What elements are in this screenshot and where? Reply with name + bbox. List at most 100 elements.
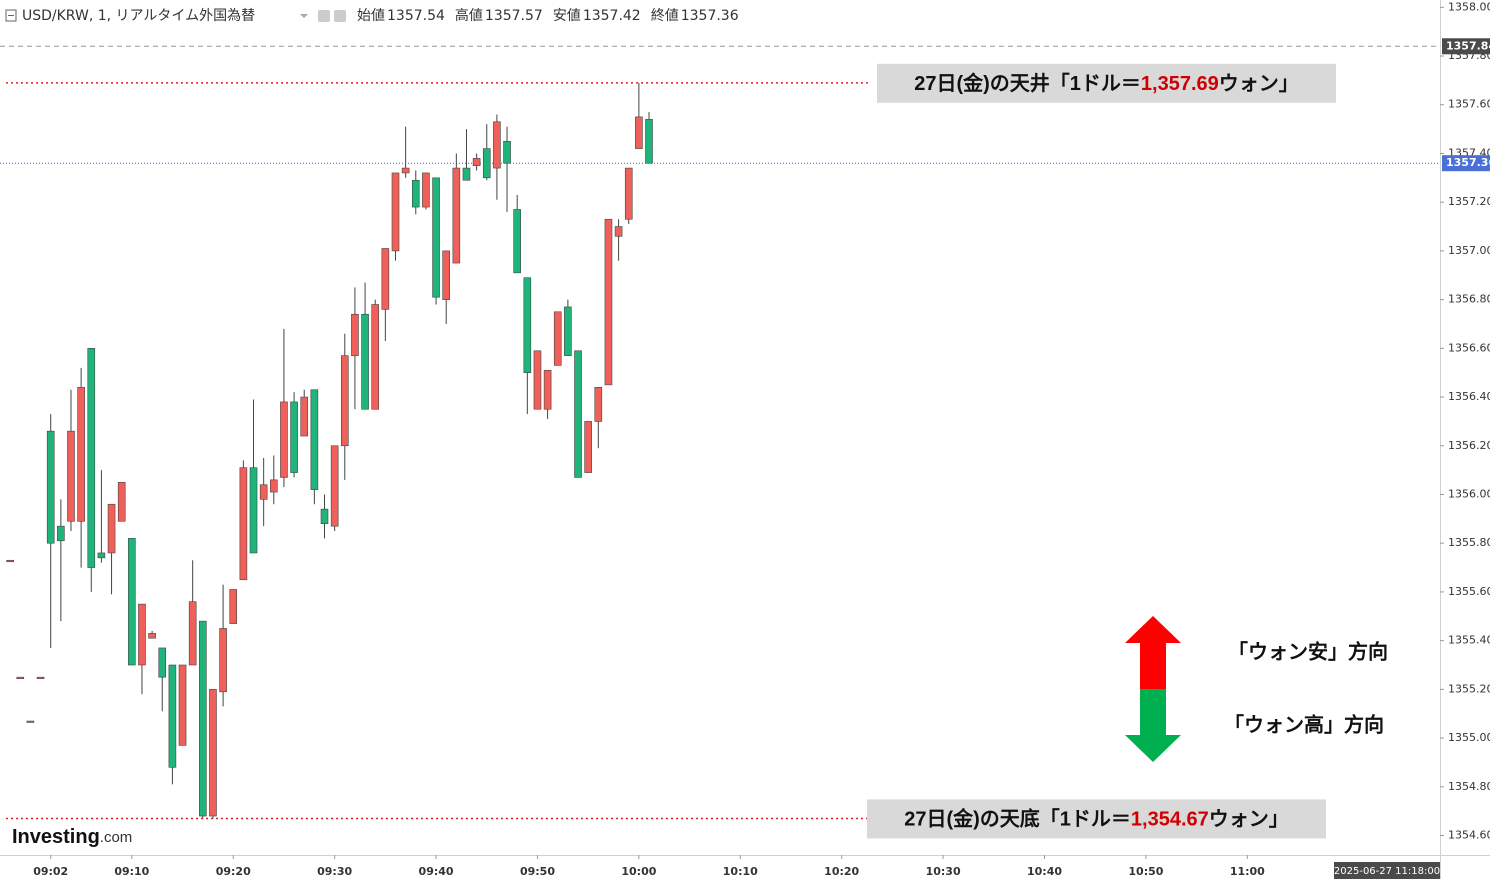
y-tick-label: 1355.60 (1448, 585, 1490, 598)
candle-body (371, 304, 380, 410)
candle-body (57, 525, 65, 542)
candle-body (259, 484, 268, 500)
candle-body (381, 248, 390, 310)
candle-body (401, 167, 410, 174)
candle-body (503, 140, 511, 164)
candle-body (270, 479, 278, 493)
candle-body (574, 350, 582, 478)
candle-body (300, 396, 309, 437)
annotation-value: 1,357.69 (1141, 73, 1219, 95)
y-tick-label: 1357.00 (1448, 244, 1490, 257)
candle-body (6, 559, 14, 563)
annotation-text: 27日(金)の天井「1ドル＝1,357.69ウォン」 (914, 71, 1299, 95)
arrow-label: 「ウォン高」方向 (1224, 712, 1384, 736)
candle-body (462, 167, 471, 181)
candle-body (624, 167, 633, 220)
candle-body (16, 676, 25, 679)
candle-body (249, 467, 258, 554)
candle-body (188, 601, 197, 666)
x-tick-label: 11:00 (1230, 865, 1265, 878)
candle-body (330, 445, 339, 527)
candle-body (219, 628, 227, 693)
settings-icon[interactable] (334, 10, 346, 22)
candle-body (422, 172, 430, 208)
candle-body (340, 355, 349, 447)
y-tick-label: 1355.20 (1448, 682, 1490, 695)
symbol: USD/KRW, 1, リアルタイム外国為替 (22, 8, 255, 24)
candle-body (310, 389, 319, 490)
y-tick-label: 1357.60 (1448, 98, 1490, 111)
x-tick-label: 09:02 (33, 865, 68, 878)
annotation-prefix: 27日(金)の天井「1ドル＝ (914, 71, 1141, 95)
down-arrow (1125, 689, 1181, 762)
ohlc-value: 1357.36 (681, 8, 739, 24)
candle-body (178, 664, 187, 746)
crosshair-label-box (1442, 38, 1490, 55)
y-tick-label: 1354.60 (1448, 829, 1490, 842)
candle-body (442, 250, 450, 300)
y-tick-label: 1355.40 (1448, 634, 1490, 647)
up-arrow (1125, 616, 1181, 689)
candle-body (148, 633, 156, 639)
candle-body (523, 277, 532, 373)
y-tick-label: 1355.00 (1448, 731, 1490, 744)
ohlc-label: 終値 (651, 8, 679, 24)
candle-body (584, 421, 592, 473)
x-tick-label: 09:20 (216, 865, 251, 878)
logo-text: Investing.com (12, 826, 132, 848)
candle-body (290, 401, 298, 473)
candle-body (36, 676, 45, 679)
y-tick-label: 1354.80 (1448, 780, 1490, 793)
y-tick-label: 1356.20 (1448, 439, 1490, 452)
annotation-suffix: ウォン」 (1209, 808, 1289, 831)
time-label-box (1334, 862, 1440, 879)
collapse-icon[interactable] (5, 9, 17, 22)
candle-body (229, 589, 238, 624)
annotation-box (877, 63, 1336, 103)
x-tick-label: 10:30 (926, 865, 961, 878)
candle-body (67, 430, 75, 522)
x-tick-label: 09:50 (520, 865, 555, 878)
x-tick-label: 10:40 (1027, 865, 1062, 878)
candle-body (635, 116, 643, 149)
x-tick-label: 10:50 (1128, 865, 1163, 878)
direction-legend: 「ウォン安」方向 「ウォン高」方向 (1125, 616, 1388, 762)
x-tick-label: 09:10 (114, 865, 149, 878)
annotation-value: 1,354.67 (1131, 809, 1209, 831)
y-tick-label: 1358.00 (1448, 0, 1490, 13)
candle-body (452, 167, 461, 264)
logo-suffix: .com (100, 829, 133, 846)
ohlc-value: 1357.57 (485, 8, 543, 24)
candle-body (46, 430, 55, 544)
x-tick-label: 09:30 (317, 865, 352, 878)
dropdown-icon[interactable] (300, 14, 308, 18)
time-label: 2025-06-27 11:18:00 (1334, 866, 1440, 877)
candle-body (128, 538, 136, 666)
y-tick-label: 1355.80 (1448, 536, 1490, 549)
candle-body (533, 350, 542, 410)
candle-body (472, 158, 481, 166)
annotation-box (867, 799, 1326, 839)
candle-body (158, 647, 167, 678)
candle-body (117, 482, 126, 522)
candle-body (493, 121, 501, 169)
ohlc-value: 1357.54 (387, 8, 445, 24)
ohlc-value: 1357.42 (583, 8, 641, 24)
ohlc-label: 高値 (455, 7, 483, 24)
candle-body (239, 467, 248, 581)
candle-body (645, 119, 653, 164)
candle-body (199, 620, 207, 817)
candle-body (351, 313, 359, 356)
y-tick-label: 1356.40 (1448, 390, 1490, 403)
x-tick-label: 10:20 (824, 865, 859, 878)
candle-body (87, 348, 96, 568)
crosshair-label: 1357.84 (1446, 39, 1490, 52)
candle-body (107, 503, 116, 554)
ohlc-label: 安値 (553, 8, 581, 24)
header: USD/KRW, 1, リアルタイム外国為替 始値 1357.54 高値 1357.5… (5, 7, 739, 24)
candle-body (543, 369, 552, 410)
candle-body (168, 664, 177, 768)
candle-body (564, 306, 572, 356)
eye-icon[interactable] (318, 10, 330, 22)
